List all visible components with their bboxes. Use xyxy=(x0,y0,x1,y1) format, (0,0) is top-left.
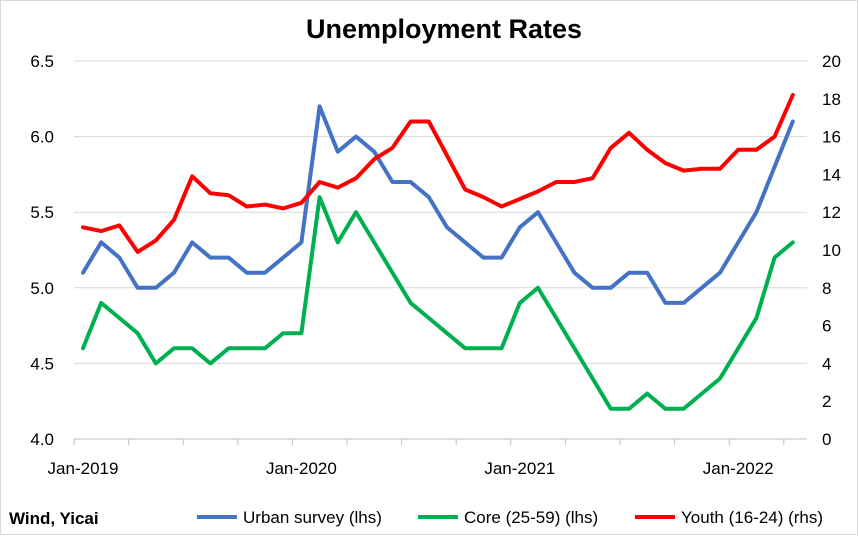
series-line-youth xyxy=(81,93,795,254)
source-note: Wind, Yicai xyxy=(9,509,99,528)
left-tick-label: 5.0 xyxy=(30,279,54,298)
right-tick-label: 0 xyxy=(822,430,831,449)
x-axis: Jan-2019 Jan-2020 Jan-2021 Jan-2022 xyxy=(48,438,807,478)
right-tick-label: 4 xyxy=(822,354,831,373)
left-tick-label: 6.0 xyxy=(30,128,54,147)
right-tick-label: 20 xyxy=(822,52,841,71)
x-tick-label: Jan-2022 xyxy=(703,459,774,478)
right-tick-label: 10 xyxy=(822,241,841,260)
legend-label-urban: Urban survey (lhs) xyxy=(243,508,382,527)
series-line-urban xyxy=(81,104,795,305)
legend-label-youth: Youth (16-24) (rhs) xyxy=(681,508,823,527)
gridlines xyxy=(74,60,807,364)
x-tick-label: Jan-2020 xyxy=(266,459,337,478)
right-tick-label: 18 xyxy=(822,90,841,109)
right-tick-label: 8 xyxy=(822,279,831,298)
legend: Urban survey (lhs) Core (25-59) (lhs) Yo… xyxy=(197,508,823,527)
series-line-core xyxy=(81,195,795,411)
right-tick-label: 16 xyxy=(822,128,841,147)
left-tick-label: 5.5 xyxy=(30,203,54,222)
left-tick-label: 4.0 xyxy=(30,430,54,449)
right-tick-label: 12 xyxy=(822,203,841,222)
x-tick-label: Jan-2021 xyxy=(484,459,555,478)
x-tick-label: Jan-2019 xyxy=(48,459,119,478)
right-tick-label: 2 xyxy=(822,392,831,411)
left-axis-ticks: 4.0 4.5 5.0 5.5 6.0 6.5 xyxy=(30,52,54,449)
right-tick-label: 14 xyxy=(822,165,841,184)
right-axis-ticks: 0 2 4 6 8 10 12 14 16 18 20 xyxy=(822,52,841,449)
chart-title: Unemployment Rates xyxy=(306,14,582,44)
right-tick-label: 6 xyxy=(822,317,831,336)
legend-label-core: Core (25-59) (lhs) xyxy=(464,508,598,527)
left-tick-label: 4.5 xyxy=(30,354,54,373)
left-tick-label: 6.5 xyxy=(30,52,54,71)
series-lines xyxy=(81,93,795,411)
